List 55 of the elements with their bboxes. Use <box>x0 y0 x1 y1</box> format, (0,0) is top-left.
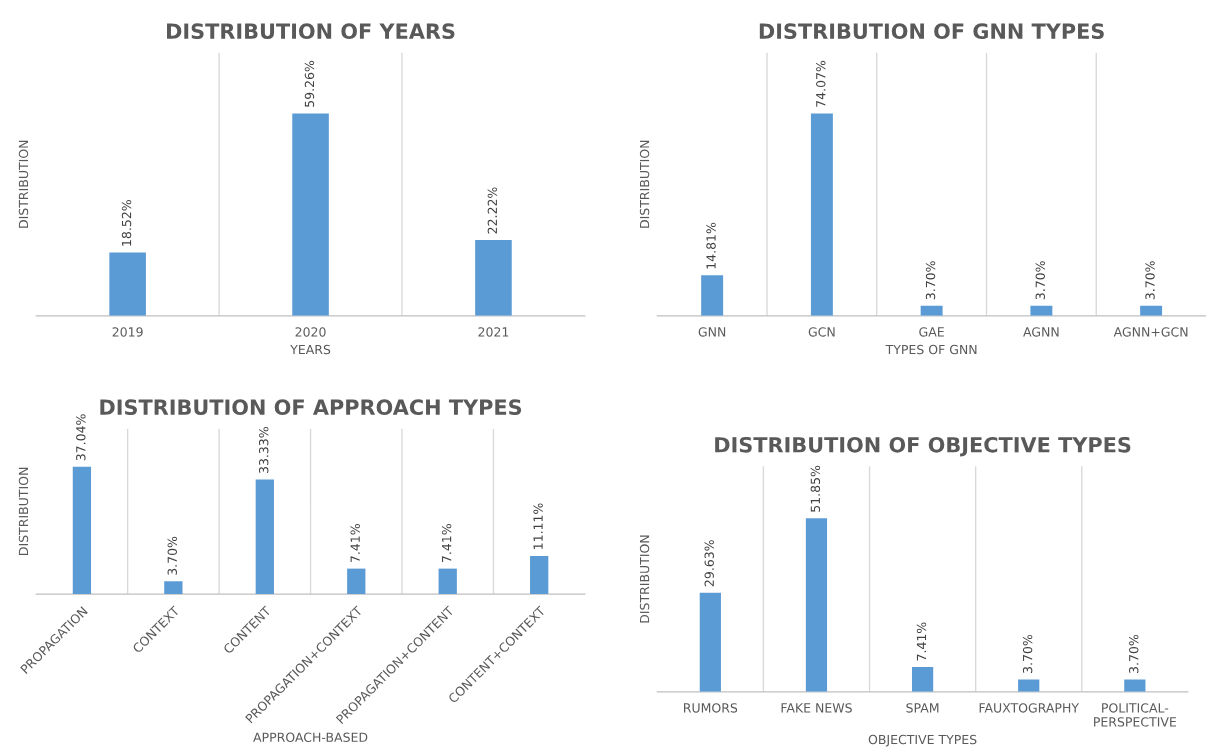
x-tick-label: GAE <box>919 327 944 337</box>
bar <box>1124 679 1146 692</box>
data-label: 29.63% <box>704 540 714 587</box>
data-label: 51.85% <box>810 465 821 512</box>
data-label: 14.81% <box>706 222 716 269</box>
data-label: 3.70% <box>1129 634 1139 673</box>
bar <box>530 555 549 595</box>
bar <box>805 518 828 692</box>
data-label: 3.70% <box>925 261 936 300</box>
bar <box>255 479 274 595</box>
bar <box>72 466 92 595</box>
x-tick-label: 2020 <box>295 327 326 337</box>
x-tick-label: AGNN <box>1023 327 1059 337</box>
bar <box>699 592 721 692</box>
x-tick-label: AGNN+GCN <box>1113 327 1188 337</box>
data-label: 3.70% <box>1035 261 1046 300</box>
x-tick-label: GNN <box>698 327 726 337</box>
y-axis-title: DISTRIBUTION <box>18 467 29 555</box>
data-label: 22.22% <box>487 187 498 234</box>
chart-title: DISTRIBUTION OF APPROACH TYPES <box>100 399 522 416</box>
data-label: 7.41% <box>350 524 360 563</box>
data-label: 3.70% <box>1022 634 1033 673</box>
data-label: 3.70% <box>167 536 177 575</box>
data-label: 74.07% <box>816 60 826 107</box>
x-tick-label: 2019 <box>112 327 143 337</box>
data-label: 59.26% <box>304 60 315 107</box>
data-label: 7.41% <box>441 524 452 563</box>
x-tick-label: FAUXTOGRAPHY <box>979 703 1080 713</box>
bar <box>911 667 934 692</box>
y-axis-title: DISTRIBUTION <box>639 535 650 623</box>
x-tick-label: 2021 <box>478 327 509 337</box>
bar <box>347 568 366 595</box>
data-label: 33.33% <box>258 427 269 474</box>
bar <box>164 581 183 595</box>
chart-title: DISTRIBUTION OF OBJECTIVE TYPES <box>715 436 1131 457</box>
data-label: 37.04% <box>76 414 86 461</box>
chart-title: DISTRIBUTION OF YEARS <box>167 23 455 40</box>
x-tick-label: FAKE NEWS <box>781 703 852 713</box>
x-axis-title: APPROACH-BASED <box>253 732 368 742</box>
x-tick-label: RUMORS <box>684 703 738 713</box>
x-tick-label: SPAM <box>906 703 939 713</box>
y-axis-title: DISTRIBUTION <box>18 140 29 228</box>
data-label: 7.41% <box>916 622 927 661</box>
x-tick-label: GCN <box>808 327 835 337</box>
data-label: 3.70% <box>1145 261 1155 300</box>
chart-title: DISTRIBUTION OF GNN TYPES <box>759 23 1104 40</box>
bar <box>1018 679 1040 692</box>
x-axis-title: YEARS <box>290 344 331 355</box>
data-label: 11.11% <box>533 503 543 549</box>
y-axis-title: DISTRIBUTION <box>639 140 650 228</box>
bar <box>438 568 457 595</box>
data-label: 18.52% <box>121 200 132 246</box>
x-axis-title: TYPES OF GNN <box>885 344 977 355</box>
x-tick-label: POLITICAL- PERSPECTIVE <box>1094 703 1177 727</box>
x-axis-title: OBJECTIVE TYPES <box>868 734 977 747</box>
